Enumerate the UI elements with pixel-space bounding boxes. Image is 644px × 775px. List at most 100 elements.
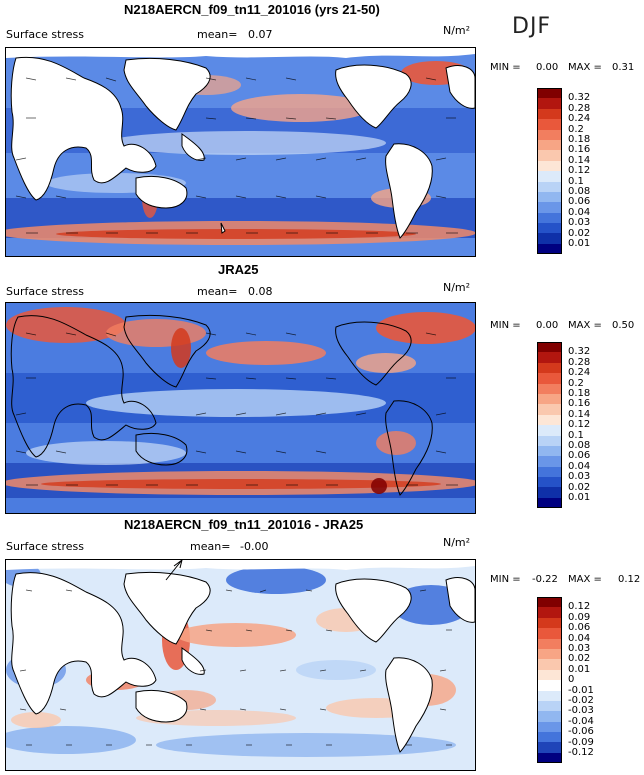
season-label: DJF xyxy=(512,14,552,39)
panel-1-units: N/m² xyxy=(443,24,471,37)
colorbar-tick-label: 0.12 xyxy=(568,165,591,177)
colorbar-swatch xyxy=(537,150,562,161)
colorbar-swatch xyxy=(537,414,562,426)
colorbar-tick-label: 0.02 xyxy=(568,653,591,665)
colorbar-swatch xyxy=(537,456,562,467)
colorbar-swatch xyxy=(537,742,562,753)
colorbar-swatch xyxy=(537,732,562,743)
colorbar-tick-label: 0.12 xyxy=(568,601,591,613)
colorbar-tick-label: 0.14 xyxy=(568,154,591,166)
colorbar-tick-label: 0.03 xyxy=(568,643,591,654)
panel-1-mean-label: mean= xyxy=(197,28,238,41)
colorbar-tick-label: 0.08 xyxy=(568,186,591,197)
panel-2-units: N/m² xyxy=(443,281,471,294)
colorbar-tick-label: 0.2 xyxy=(568,123,584,135)
panel-2-mean-label: mean= xyxy=(197,285,238,298)
panel-3-map-field xyxy=(6,560,475,770)
colorbar-tick-label: 0.08 xyxy=(568,440,591,451)
colorbar-tick-label: -0.01 xyxy=(568,684,594,696)
colorbar-swatch xyxy=(537,243,562,255)
colorbar-tick-label: 0.16 xyxy=(568,398,591,410)
panel-2-title: JRA25 xyxy=(218,262,259,277)
colorbar-tick-label: 0.06 xyxy=(568,450,591,462)
colorbar-swatch xyxy=(537,223,562,234)
panel-3-variable: Surface stress xyxy=(6,540,84,553)
panel-1-title: N218AERCN_f09_tn11_201016 (yrs 21-50) xyxy=(124,2,380,17)
colorbar-swatch xyxy=(537,139,562,151)
panel-3-min-label: MIN = xyxy=(490,574,521,585)
panel-3-units: N/m² xyxy=(443,536,471,549)
colorbar-swatch xyxy=(537,597,562,608)
colorbar-tick-label: 0.01 xyxy=(568,663,591,675)
colorbar-swatch xyxy=(537,607,562,618)
colorbar-tick-label: 0 xyxy=(568,674,575,686)
panel-3-max-value: 0.12 xyxy=(618,574,641,585)
panel-3-max-label: MAX = xyxy=(568,574,602,585)
colorbar-swatch xyxy=(537,108,562,120)
colorbar-tick-label: 0.18 xyxy=(568,134,591,145)
panel-1-max-value: 0.31 xyxy=(612,62,635,73)
colorbar-swatch xyxy=(537,721,562,733)
colorbar-tick-label: 0.01 xyxy=(568,492,591,503)
panel-2-map-field xyxy=(6,303,475,513)
panel-3-colorbar xyxy=(537,597,562,764)
colorbar-tick-label: -0.04 xyxy=(568,715,594,727)
panel-2-max-label: MAX = xyxy=(568,320,602,331)
colorbar-tick-label: 0.06 xyxy=(568,622,591,634)
colorbar-swatch xyxy=(537,181,562,192)
colorbar-swatch xyxy=(537,98,562,109)
colorbar-swatch xyxy=(537,191,562,203)
colorbar-swatch xyxy=(537,648,562,660)
colorbar-swatch xyxy=(537,393,562,405)
panel-1-colorbar xyxy=(537,88,562,255)
colorbar-swatch xyxy=(537,233,562,244)
colorbar-swatch xyxy=(537,88,562,99)
colorbar-tick-label: 0.2 xyxy=(568,377,584,389)
colorbar-tick-label: 0.32 xyxy=(568,92,591,104)
panel-3-map xyxy=(5,559,476,771)
colorbar-tick-label: 0.32 xyxy=(568,346,591,358)
panel-1-map xyxy=(5,47,476,257)
colorbar-tick-label: -0.09 xyxy=(568,736,594,748)
colorbar-tick-label: 0.06 xyxy=(568,196,591,208)
colorbar-tick-label: 0.24 xyxy=(568,367,591,379)
colorbar-tick-label: 0.04 xyxy=(568,632,591,644)
colorbar-tick-label: -0.12 xyxy=(568,747,594,758)
panel-3-min-value: -0.22 xyxy=(532,574,558,585)
colorbar-tick-label: 0.03 xyxy=(568,217,591,229)
panel-1-max-label: MAX = xyxy=(568,62,602,73)
panel-2-min-label: MIN = xyxy=(490,320,521,331)
colorbar-swatch xyxy=(537,119,562,130)
colorbar-swatch xyxy=(537,160,562,172)
colorbar-tick-label: 0.28 xyxy=(568,102,591,114)
panel-1-min-value: 0.00 xyxy=(536,62,559,73)
colorbar-swatch xyxy=(537,752,562,764)
colorbar-tick-label: -0.03 xyxy=(568,705,594,717)
panel-1-map-field xyxy=(6,48,475,256)
colorbar-swatch xyxy=(537,497,562,509)
colorbar-swatch xyxy=(537,680,562,691)
colorbar-tick-label: 0.02 xyxy=(568,481,591,493)
colorbar-swatch xyxy=(537,487,562,498)
colorbar-swatch xyxy=(537,171,562,182)
panel-1-mean-value: 0.07 xyxy=(248,28,273,41)
colorbar-swatch xyxy=(537,711,562,722)
colorbar-swatch xyxy=(537,425,562,436)
colorbar-tick-label: 0.18 xyxy=(568,388,591,399)
colorbar-tick-label: 0.02 xyxy=(568,227,591,239)
colorbar-swatch xyxy=(537,445,562,457)
colorbar-swatch xyxy=(537,404,562,415)
panel-3-mean-value: -0.00 xyxy=(240,540,269,553)
panel-2-colorbar xyxy=(537,342,562,509)
colorbar-swatch xyxy=(537,212,562,224)
panel-1-variable: Surface stress xyxy=(6,28,84,41)
colorbar-swatch xyxy=(537,342,562,353)
colorbar-swatch xyxy=(537,129,562,140)
panel-2-min-value: 0.00 xyxy=(536,320,559,331)
colorbar-tick-label: 0.03 xyxy=(568,471,591,483)
panel-2-variable: Surface stress xyxy=(6,285,84,298)
colorbar-swatch xyxy=(537,700,562,712)
colorbar-tick-label: -0.02 xyxy=(568,695,594,706)
colorbar-swatch xyxy=(537,383,562,394)
colorbar-swatch xyxy=(537,617,562,629)
